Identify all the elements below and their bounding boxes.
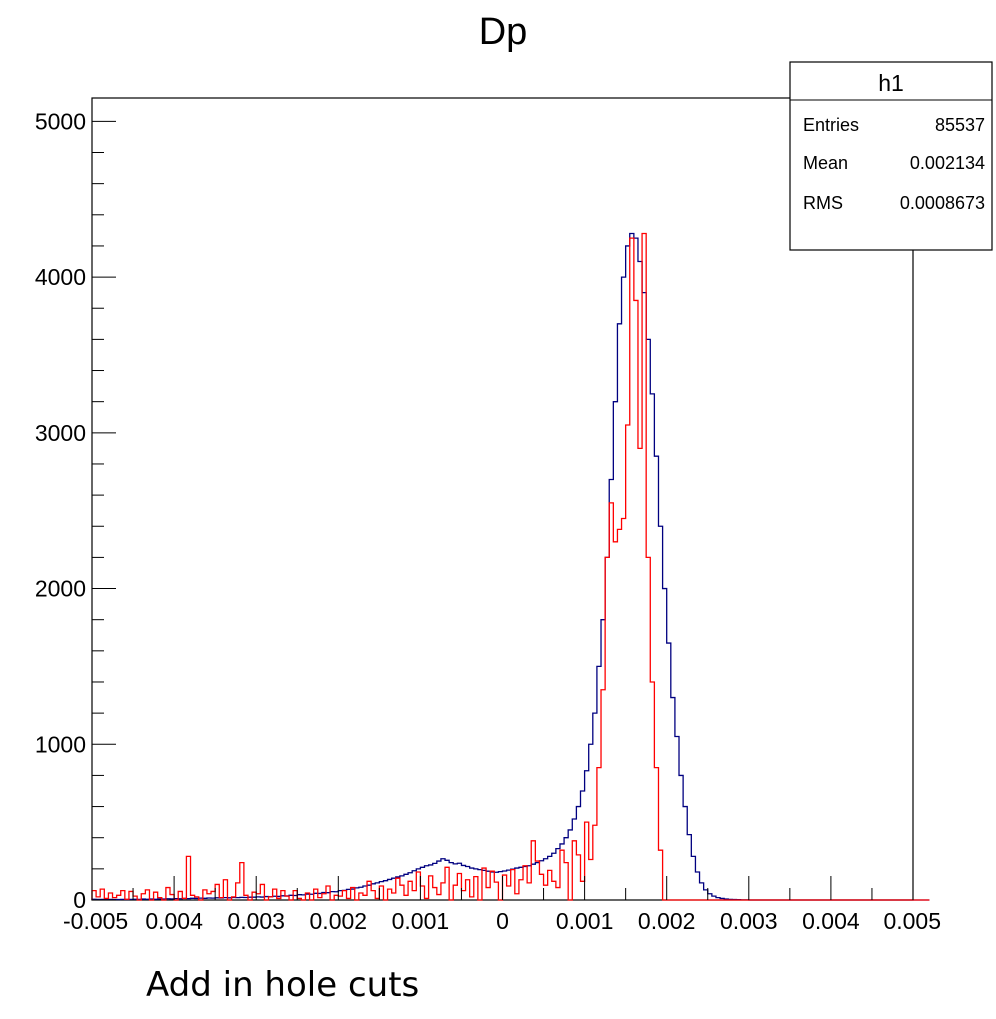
x-tick-label: 0.005 [883,908,941,934]
x-axis: -0.005 0.004 0.003 0.002 0.001 0 0.001 0.002 0.0… [63,876,941,934]
stats-mean-value: 0.002134 [910,153,985,173]
x-tick-label: 0.004 [145,908,203,934]
x-tick-label: 0 [496,908,509,934]
stats-entries-label: Entries [803,115,859,135]
stats-box-frame [789,61,993,251]
y-tick-label: 0 [73,887,86,913]
x-tick-label: 0.002 [310,908,368,934]
caption-text: Add in hole cuts [146,965,420,1005]
x-tick-label: 0.003 [227,908,285,934]
histogram-series-1 [91,232,930,901]
x-tick-label: 0.001 [556,908,614,934]
x-tick-label: 0.003 [720,908,778,934]
chart-title: Dp [479,11,528,53]
series-layer [91,232,930,901]
y-tick-label: 5000 [35,108,86,134]
y-tick-label: 1000 [35,731,86,757]
plot-area: 0 1000 2000 3000 4000 5000 -0.005 0.004 0.003 0.… [35,97,941,934]
y-tick-label: 2000 [35,576,86,602]
stats-mean-label: Mean [803,153,848,173]
y-axis: 0 1000 2000 3000 4000 5000 [35,108,116,913]
stats-rms-label: RMS [803,193,843,213]
y-tick-label: 4000 [35,264,86,290]
stats-box: h1 Entries 85537 Mean 0.002134 RMS 0.000… [789,61,993,251]
stats-entries-value: 85537 [935,115,985,135]
x-tick-label: 0.001 [392,908,450,934]
x-tick-label: -0.005 [63,908,128,934]
y-tick-label: 3000 [35,420,86,446]
x-tick-label: 0.002 [638,908,696,934]
x-tick-label: 0.004 [802,908,860,934]
stats-rms-value: 0.0008673 [900,193,985,213]
stats-box-title: h1 [878,70,904,96]
histogram-series-2 [91,232,930,901]
